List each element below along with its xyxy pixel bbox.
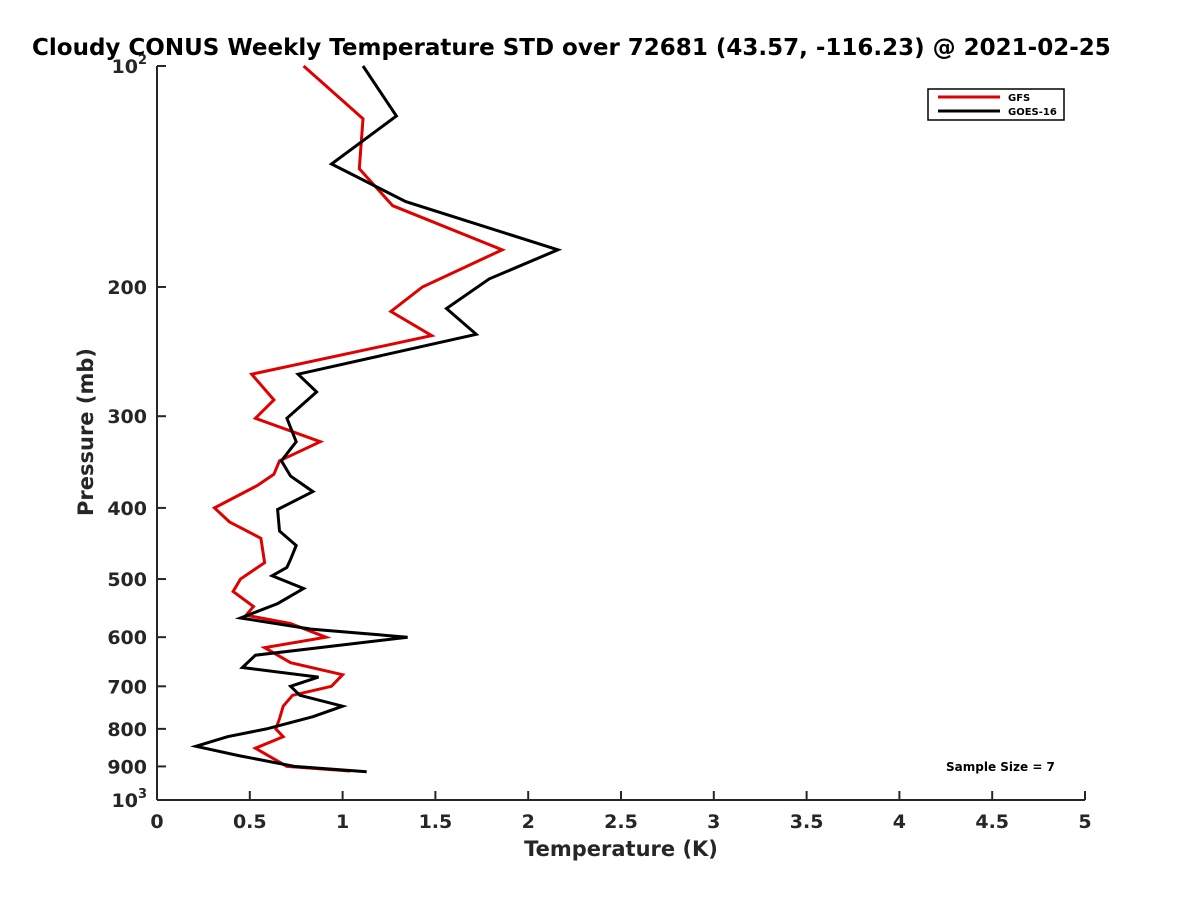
y-axis-label: Pressure (mb) xyxy=(74,348,98,516)
x-tick-label: 4.5 xyxy=(975,811,1009,833)
x-tick-label: 0 xyxy=(150,811,163,833)
y-tick-label: 800 xyxy=(107,719,147,741)
y-tick-label: 500 xyxy=(107,569,147,591)
x-axis-label: Temperature (K) xyxy=(524,837,718,861)
y-tick-label: 300 xyxy=(107,406,147,428)
x-tick-label: 2 xyxy=(522,811,535,833)
legend: GFS GOES-16 xyxy=(927,88,1065,121)
x-tick-label: 4 xyxy=(893,811,906,833)
legend-label-0: GFS xyxy=(1008,93,1030,104)
x-tick-label: 0.5 xyxy=(233,811,267,833)
legend-label-1: GOES-16 xyxy=(1008,107,1057,118)
y-tick-label: 200 xyxy=(107,277,147,299)
x-tick-label: 2.5 xyxy=(604,811,638,833)
series-layer xyxy=(190,64,563,774)
sample-size-annotation: Sample Size = 7 xyxy=(946,760,1055,774)
series-line-1 xyxy=(190,65,563,774)
series-line-0 xyxy=(211,64,506,773)
x-tick-label: 5 xyxy=(1078,811,1091,833)
x-tick-label: 3.5 xyxy=(790,811,824,833)
chart-title: Cloudy CONUS Weekly Temperature STD over… xyxy=(32,35,1111,61)
y-tick-label: 400 xyxy=(107,498,147,520)
x-tick-label: 3 xyxy=(707,811,720,833)
y-tick-label: 900 xyxy=(107,756,147,778)
x-tick-label: 1.5 xyxy=(419,811,453,833)
y-tick-label: 102 xyxy=(112,53,148,78)
legend-box xyxy=(927,88,1065,121)
y-tick-label: 600 xyxy=(107,627,147,649)
tick-layer: 0 0.5 1 1.5 2 2.5 3 3.5 4 4.5 5 102 200 300 400 500 600 7… xyxy=(107,53,1091,833)
x-tick-label: 1 xyxy=(336,811,349,833)
y-tick-label: 700 xyxy=(107,676,147,698)
y-tick-label: 103 xyxy=(112,787,148,812)
